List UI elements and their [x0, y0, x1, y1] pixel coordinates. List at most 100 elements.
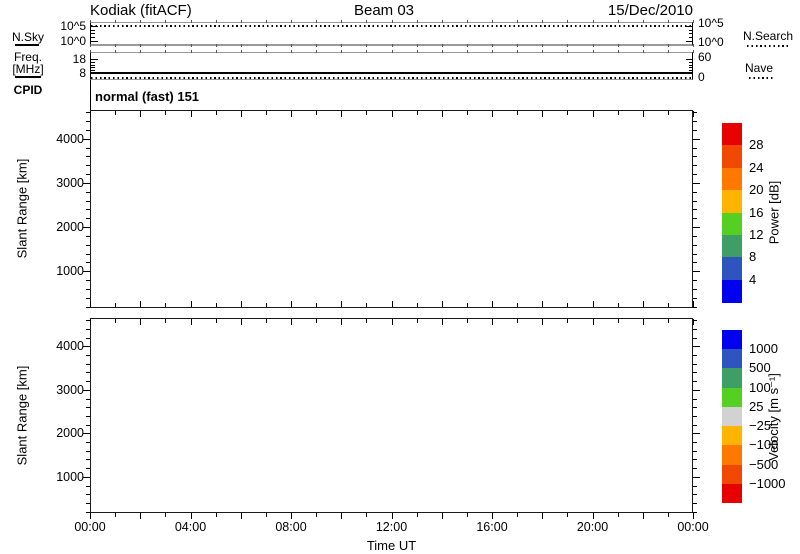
power-colorbar-segment — [722, 123, 742, 146]
power-xtick-bottom — [667, 303, 669, 307]
velocity-ytick-right — [693, 381, 697, 383]
noise-xtick-nub — [492, 20, 493, 23]
velocity-xtick-top — [617, 319, 619, 323]
noise-xtick-nub — [366, 20, 368, 23]
power-ytick-left — [86, 129, 90, 131]
freq-axis-label-line2: [MHz] — [12, 62, 44, 76]
velocity-xtick-bottom — [542, 513, 544, 519]
noise-bottom-xtick-nub — [90, 44, 91, 47]
noise-bottom-xtick-nub — [441, 44, 443, 47]
noise-bottom-xtick-nub — [542, 44, 544, 47]
freq-xtick-nub — [416, 50, 418, 53]
power-xtick-top — [667, 111, 669, 115]
noise-bottom-xtick-nub — [240, 44, 242, 47]
freq-xtick-nub — [215, 50, 217, 53]
freq-xtick-nub — [517, 50, 519, 53]
power-ytick-left — [86, 209, 90, 211]
velocity-xtick-top — [190, 319, 192, 325]
power-ytick-right — [693, 306, 697, 308]
velocity-ytick-left — [86, 450, 90, 452]
noise-xtick-nub — [165, 20, 167, 23]
velocity-ytick-right — [693, 328, 697, 330]
velocity-xtick-top — [215, 319, 217, 323]
power-ytick-right — [693, 271, 700, 273]
noise-bottom-xtick-nub — [492, 44, 493, 47]
noise-xtick-nub — [240, 20, 242, 23]
power-xtick-bottom — [165, 303, 167, 307]
noise-xtick-nub — [90, 20, 91, 23]
freq-ytick-left — [91, 61, 95, 63]
power-ytick-label: 2000 — [56, 220, 84, 235]
noise-bottom-xtick-nub — [517, 44, 519, 47]
freq-xtick-nub — [391, 50, 393, 53]
velocity-xtick-top — [567, 319, 569, 323]
freq-xtick-nub — [165, 50, 167, 53]
nsky-axis-label: N.Sky — [11, 30, 44, 44]
noise-xtick-nub — [215, 20, 217, 23]
velocity-ytick-right — [693, 511, 697, 513]
noise-bottom-xtick-nub — [567, 44, 569, 47]
power-colorbar-label: 24 — [749, 159, 764, 175]
nave-ytick-top: 60 — [698, 50, 712, 64]
noise-ytick-left — [91, 29, 95, 31]
xtick-label: 08:00 — [275, 520, 307, 534]
velocity-ytick-left — [86, 363, 90, 365]
velocity-ytick-right — [693, 450, 697, 452]
noise-ytick-right — [686, 26, 693, 28]
power-xtick-bottom — [441, 301, 443, 307]
velocity-ytick-right — [693, 433, 700, 435]
power-xtick-bottom — [617, 303, 619, 307]
freq-xtick-nub — [617, 50, 619, 53]
noise-bottom-xtick-nub — [215, 44, 217, 47]
noise-bottom-xtick-nub — [642, 44, 644, 47]
velocity-ytick-label: 4000 — [56, 339, 84, 354]
velocity-xtick-top — [115, 319, 117, 323]
velocity-ytick-left — [86, 354, 90, 356]
power-ytick-right — [693, 129, 697, 131]
power-ytick-left — [86, 174, 90, 176]
power-xtick-top — [140, 111, 142, 117]
noise-data-line — [91, 25, 692, 27]
velocity-ytick-right — [693, 372, 697, 374]
velocity-xtick-bottom — [416, 513, 418, 517]
noise-bottom-xtick-nub — [265, 44, 267, 47]
freq-xtick-nub — [693, 50, 694, 53]
power-xtick-bottom — [642, 301, 644, 307]
power-ytick-right — [693, 174, 697, 176]
velocity-xtick-bottom — [366, 513, 368, 517]
power-ytick-right — [693, 200, 697, 202]
power-xtick-bottom — [391, 301, 393, 307]
noise-xtick-nub — [667, 20, 669, 23]
noise-bottom-xtick-nub — [416, 44, 418, 47]
velocity-xtick-bottom — [517, 513, 519, 517]
power-ytick-left — [86, 191, 90, 193]
velocity-xtick-bottom — [592, 513, 594, 519]
freq-xtick-nub — [190, 50, 192, 53]
power-ytick-right — [693, 253, 697, 255]
velocity-xtick-top — [165, 319, 167, 323]
freq-ytick-left — [91, 73, 98, 74]
velocity-colorbar-label: 100 — [749, 379, 771, 395]
power-ytick-left — [83, 182, 90, 184]
power-colorbar-segment — [722, 279, 742, 303]
velocity-xtick-top — [391, 319, 393, 325]
xtick-label: 16:00 — [476, 520, 508, 534]
velocity-xtick-bottom — [265, 513, 267, 517]
xtick-label: 20:00 — [576, 520, 609, 534]
xtick-label: 04:00 — [174, 520, 207, 534]
nsearch-legend-line — [747, 45, 791, 47]
velocity-xtick-top — [366, 319, 368, 323]
velocity-ytick-left — [86, 381, 90, 383]
power-xtick-bottom — [190, 301, 192, 307]
velocity-xtick-bottom — [567, 513, 569, 517]
power-ytick-label: 1000 — [56, 264, 84, 279]
power-ytick-label: 3000 — [56, 175, 84, 190]
freq-xtick-nub — [291, 50, 292, 53]
power-colorbar-segment — [722, 234, 742, 258]
freq-ytick-left — [91, 59, 98, 60]
power-xtick-top — [517, 111, 519, 115]
noise-xtick-nub — [693, 20, 694, 23]
velocity-ytick-right — [693, 320, 697, 322]
velocity-xtick-bottom — [667, 513, 669, 517]
power-panel — [90, 110, 693, 308]
